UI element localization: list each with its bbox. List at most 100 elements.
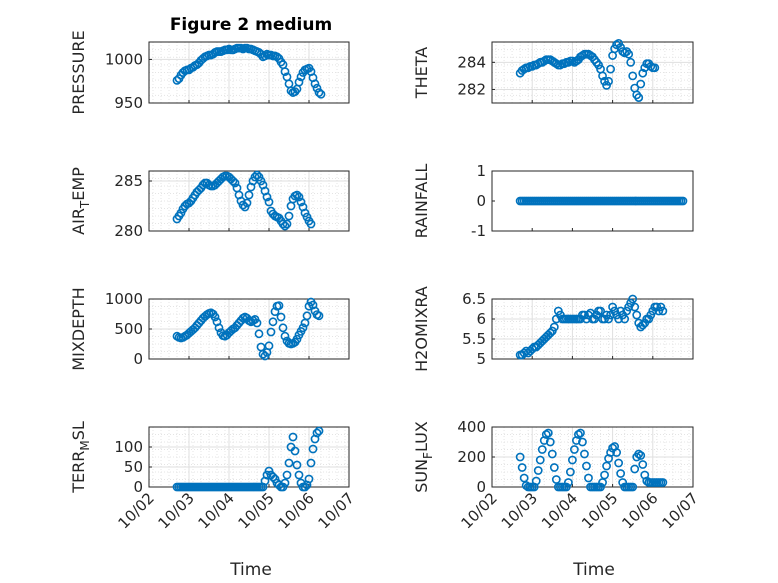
y-axis-label: PRESSURE — [69, 30, 88, 114]
x-tick-label: 10/03 — [155, 489, 198, 532]
data-point — [314, 88, 324, 97]
y-tick-label: 0 — [476, 478, 486, 496]
data-point — [521, 481, 531, 490]
data-point — [596, 482, 605, 492]
y-tick-label: 1000 — [105, 50, 143, 68]
y-axis-label: SUNFLUX — [412, 421, 435, 493]
data-point — [266, 327, 276, 337]
data-point — [535, 455, 545, 465]
data-point — [632, 310, 642, 320]
x-tick-label: 10/03 — [498, 489, 541, 532]
data-point — [634, 93, 644, 102]
data-point — [296, 197, 306, 207]
data-point — [276, 312, 286, 322]
data-point — [228, 176, 238, 186]
data-point — [561, 482, 571, 492]
data-point — [306, 458, 316, 468]
data-point — [244, 190, 254, 200]
data-point — [254, 329, 264, 339]
y-tick-label: 50 — [124, 458, 143, 476]
panel-pressure: 950 1000 PRESSURE — [69, 30, 350, 115]
data-point — [541, 430, 551, 439]
x-axis-label-left: Time — [229, 560, 272, 580]
data-point — [547, 449, 557, 459]
data-point — [270, 307, 280, 316]
data-point — [598, 71, 607, 81]
y-tick-label: 1000 — [105, 290, 143, 308]
data-point — [284, 458, 294, 468]
data-point — [268, 472, 278, 482]
data-point — [292, 460, 302, 470]
data-point — [310, 79, 320, 89]
data-point — [282, 219, 292, 229]
data-point — [580, 449, 589, 459]
data-point — [292, 190, 302, 200]
x-tick-label: 10/04 — [538, 489, 581, 532]
data-point — [517, 463, 527, 472]
data-point — [612, 448, 622, 457]
data-point — [620, 314, 630, 324]
data-point — [658, 478, 668, 487]
data-point — [596, 306, 605, 316]
y-axis-label: AIRTEMP — [69, 167, 92, 235]
figure-title: Figure 2 medium — [170, 15, 332, 35]
panel-mixdepth: 0 500 1000 MIXDEPTH — [69, 287, 350, 371]
y-axis-label: MIXDEPTH — [69, 287, 88, 370]
data-point — [642, 476, 652, 486]
data-point — [242, 198, 252, 208]
data-point — [250, 172, 260, 182]
data-point — [304, 301, 314, 311]
data-point — [280, 331, 290, 341]
data-point — [628, 71, 638, 81]
panel-terr-msl: 10/0210/0310/0410/0510/0610/07050100TERR… — [69, 421, 358, 532]
data-point — [549, 322, 559, 332]
y-tick-label: 0 — [133, 478, 143, 496]
data-point — [678, 196, 688, 206]
data-point — [604, 76, 613, 86]
data-point — [650, 63, 660, 73]
y-tick-label: 500 — [114, 320, 143, 338]
x-tick-label: 10/06 — [275, 489, 318, 532]
data-point — [280, 478, 290, 488]
data-point — [280, 67, 290, 77]
panel-h2omixra: 5 5.5 6 6.5 H2OMIXRA — [412, 286, 694, 372]
y-axis-label: THETA — [412, 47, 431, 99]
data-point — [638, 320, 648, 330]
data-point — [584, 473, 593, 483]
data-point — [606, 64, 615, 74]
y-tick-label: 284 — [457, 53, 486, 71]
data-point — [634, 449, 644, 459]
data-point — [630, 464, 640, 474]
x-tick-label: 10/07 — [315, 489, 358, 532]
y-tick-label: 6.5 — [462, 290, 486, 308]
data-point — [278, 219, 288, 229]
x-axis-label-right: Time — [572, 560, 615, 580]
data-point — [549, 463, 559, 472]
axes-frame — [148, 170, 350, 232]
y-tick-label: -1 — [471, 222, 486, 240]
data-point — [606, 448, 615, 457]
data-point — [515, 452, 525, 462]
y-tick-label: 285 — [114, 172, 143, 190]
data-point — [568, 455, 577, 465]
data-point — [314, 426, 324, 436]
data-point — [294, 192, 304, 202]
y-tick-label: 400 — [457, 418, 486, 436]
x-tick-label: 10/05 — [578, 489, 621, 532]
data-point — [316, 89, 326, 99]
data-point — [545, 328, 555, 338]
y-tick-label: 1 — [476, 162, 486, 180]
data-point — [628, 294, 638, 304]
data-point — [290, 446, 300, 456]
data-point — [565, 467, 575, 477]
data-point — [274, 301, 284, 310]
data-point — [533, 466, 543, 475]
data-point — [563, 478, 573, 487]
data-point — [545, 437, 555, 447]
data-point — [308, 444, 318, 454]
y-axis-label: RAINFALL — [412, 164, 431, 239]
y-axis-label: TERRMSL — [69, 421, 92, 494]
data-point — [294, 77, 304, 87]
